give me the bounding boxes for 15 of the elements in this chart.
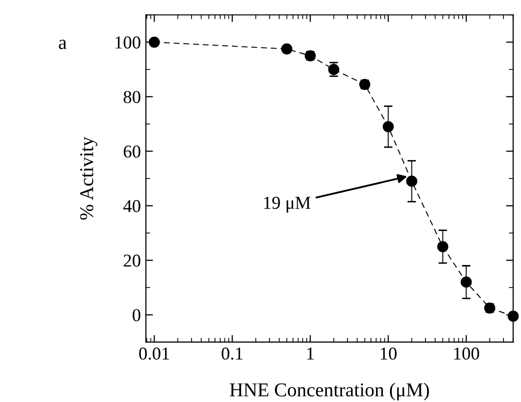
text: a xyxy=(58,40,67,50)
y-tick-label: 40 xyxy=(123,200,140,212)
y-tick-label: 0 xyxy=(132,309,140,322)
annotation: 19 μM xyxy=(264,196,310,213)
y-tick-label: 20 xyxy=(124,254,140,267)
y-axis-title: % Activity xyxy=(80,136,98,220)
x-tick-label: 1 xyxy=(307,348,314,360)
y-tick-label: 100 xyxy=(116,36,140,49)
y-tick-label: 60 xyxy=(124,145,140,158)
x-tick-label: 0.1 xyxy=(222,347,242,360)
x-tick-label: 0.01 xyxy=(139,347,170,360)
x-tick-label: 10 xyxy=(380,347,397,360)
x-axis-title: HNE Concentration (μM) xyxy=(230,382,429,400)
x-tick-label: 100 xyxy=(454,347,480,360)
y-tick-label: 80 xyxy=(124,90,140,104)
